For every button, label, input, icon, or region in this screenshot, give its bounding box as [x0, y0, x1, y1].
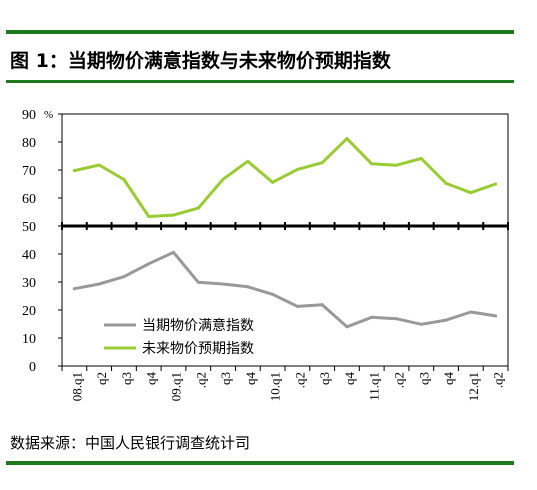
x-tick-label: q4	[441, 372, 456, 386]
x-tick-label: q4	[144, 372, 159, 386]
bottom-rule	[6, 461, 514, 465]
data-point	[345, 137, 349, 141]
y-tick-label: 10	[22, 332, 36, 347]
plot-border	[61, 113, 509, 367]
data-point	[221, 177, 225, 181]
data-point	[345, 325, 349, 329]
data-point	[97, 163, 101, 167]
series-lines	[72, 137, 498, 329]
plot-frame	[61, 113, 509, 367]
figure-title: 图 1：当期物价满意指数与未来物价预期指数	[10, 50, 391, 72]
data-point	[320, 303, 324, 307]
y-tick-label: 30	[22, 276, 36, 291]
data-point	[122, 275, 126, 279]
data-point	[122, 178, 126, 182]
data-point	[246, 285, 250, 289]
x-tick-label: .q2	[391, 372, 406, 388]
y-tick-label: 90	[22, 108, 36, 123]
y-tick-label: 60	[22, 192, 36, 207]
data-point	[444, 318, 448, 322]
x-tick-label: 11.q1	[367, 372, 382, 401]
data-point	[196, 280, 200, 284]
y-tick-label: 70	[22, 164, 36, 179]
data-point	[246, 159, 250, 163]
y-tick-label: 0	[29, 360, 36, 375]
x-tick-label: q3	[218, 372, 233, 385]
y-tick-label: 20	[22, 304, 36, 319]
top-rule	[6, 30, 514, 34]
data-point	[419, 157, 423, 161]
x-tick-label: q4	[342, 372, 357, 386]
x-tick-label: q2	[94, 372, 109, 385]
data-point	[147, 262, 151, 266]
y-tick-label: 50	[22, 220, 36, 235]
title-underline	[6, 80, 514, 83]
data-point	[295, 304, 299, 308]
data-point	[419, 322, 423, 326]
data-point	[196, 206, 200, 210]
series-line-current	[72, 250, 498, 329]
x-axis-ticks: 08.q1 q2 q3 q4 09.q1 .q2 q3 q4 10.q1 .q2 q3 q4 11.q1…	[61, 366, 509, 401]
data-point	[494, 314, 498, 318]
data-point	[320, 161, 324, 165]
data-source: 数据来源：中国人民银行调查统计司	[10, 434, 251, 452]
data-point	[295, 167, 299, 171]
data-point	[444, 181, 448, 185]
data-point	[147, 214, 151, 218]
y-tick-label: 80	[22, 136, 36, 151]
data-point	[494, 182, 498, 186]
data-point	[72, 169, 76, 173]
x-tick-label: q3	[317, 372, 332, 385]
data-point	[469, 191, 473, 195]
series-line-future	[72, 137, 498, 218]
legend-label: 未来物价预期指数	[142, 341, 254, 357]
y-tick-label: 40	[22, 248, 36, 263]
data-point	[370, 162, 374, 166]
x-tick-label: .q2	[491, 372, 506, 388]
data-point	[395, 317, 398, 321]
x-tick-label: 12.q1	[466, 372, 481, 401]
data-point	[72, 287, 76, 291]
data-point	[469, 310, 473, 314]
x-tick-label: .q2	[292, 372, 307, 388]
data-point	[271, 180, 275, 184]
x-tick-label: 10.q1	[268, 372, 283, 401]
data-point	[172, 250, 175, 254]
x-tick-label: 09.q1	[168, 372, 183, 401]
data-point	[370, 315, 374, 319]
y-axis-ticks: 0 10 20 30 40 50 60 70 80 90	[22, 108, 62, 375]
data-point	[271, 292, 275, 296]
y-unit-label: %	[44, 109, 53, 121]
x-tick-label: 08.q1	[69, 372, 84, 401]
x-tick-label: q3	[416, 372, 431, 385]
legend-label: 当期物价满意指数	[142, 317, 254, 334]
x-tick-label: q4	[243, 372, 258, 386]
x-tick-label: q3	[119, 372, 134, 385]
data-point	[97, 282, 101, 286]
data-point	[221, 282, 225, 286]
reference-line-50	[61, 222, 509, 230]
data-point	[395, 163, 398, 167]
x-tick-label: .q2	[193, 372, 208, 388]
data-point	[172, 213, 175, 217]
